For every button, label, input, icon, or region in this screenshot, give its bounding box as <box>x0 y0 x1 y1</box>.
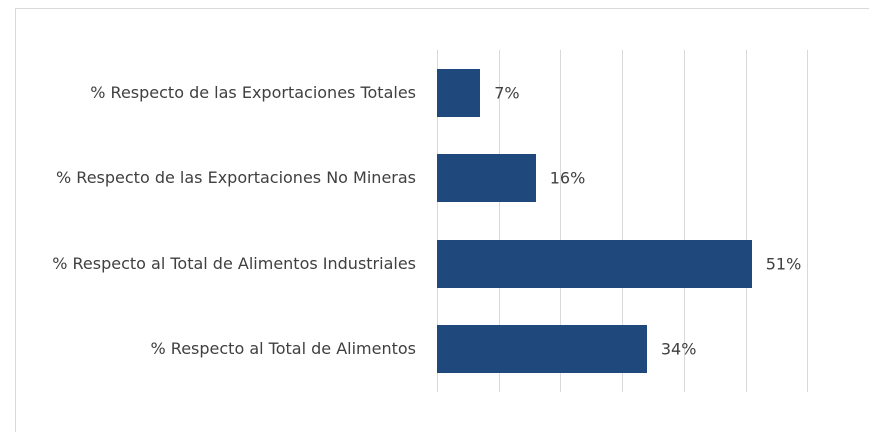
category-label: % Respecto de las Exportaciones No Miner… <box>56 168 416 188</box>
grid-line <box>745 50 747 392</box>
data-label: 16% <box>549 168 586 188</box>
chart-frame <box>15 8 869 432</box>
grid-line <box>560 50 562 392</box>
category-label: % Respecto al Total de Alimentos <box>150 339 417 359</box>
grid-line <box>498 50 500 392</box>
grid-line <box>683 50 685 392</box>
grid-line <box>437 50 438 392</box>
bar <box>437 325 647 374</box>
category-label: % Respecto al Total de Alimentos Industr… <box>52 253 416 273</box>
data-label: 7% <box>494 83 520 103</box>
bar <box>437 68 481 117</box>
grid-line <box>807 50 809 392</box>
category-label: % Respecto de las Exportaciones Totales <box>90 82 416 102</box>
bar <box>437 154 536 203</box>
data-label: 34% <box>660 339 697 359</box>
grid-line <box>622 50 624 392</box>
bar <box>437 239 752 288</box>
data-label: 51% <box>765 254 802 274</box>
